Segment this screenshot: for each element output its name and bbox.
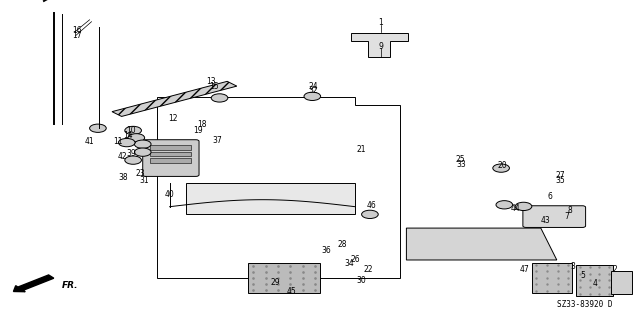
Text: 28: 28: [338, 240, 347, 249]
Text: 16: 16: [72, 26, 82, 35]
Text: 33: 33: [456, 160, 466, 169]
Polygon shape: [351, 33, 408, 57]
Text: 39: 39: [126, 149, 136, 158]
Text: 18: 18: [197, 120, 206, 129]
Text: 46: 46: [366, 201, 376, 210]
Polygon shape: [611, 271, 632, 294]
Text: 5: 5: [580, 271, 585, 280]
Bar: [532, 263, 572, 293]
Text: 30: 30: [356, 276, 367, 285]
Text: 40: 40: [164, 190, 175, 199]
Text: 44: 44: [510, 204, 520, 213]
Bar: [576, 265, 613, 296]
FancyBboxPatch shape: [523, 206, 586, 227]
Bar: [248, 263, 320, 293]
Text: 25: 25: [456, 155, 466, 164]
Polygon shape: [112, 81, 237, 116]
Text: 9: 9: [378, 42, 383, 51]
Text: 13: 13: [206, 77, 216, 86]
Text: 35: 35: [555, 176, 565, 185]
Text: 11: 11: [114, 137, 123, 146]
FancyArrow shape: [13, 275, 54, 292]
Text: FR.: FR.: [62, 281, 79, 290]
Text: 7: 7: [564, 212, 569, 221]
Circle shape: [362, 210, 378, 219]
Circle shape: [515, 202, 532, 211]
Circle shape: [125, 156, 141, 164]
Text: 38: 38: [118, 173, 129, 182]
Text: 4: 4: [593, 279, 598, 288]
Circle shape: [128, 134, 145, 142]
Text: 10: 10: [126, 126, 136, 135]
Bar: [150, 145, 191, 150]
Text: 32: 32: [308, 86, 319, 95]
Text: 37: 37: [212, 136, 223, 145]
Circle shape: [496, 201, 513, 209]
Text: 22: 22: [364, 265, 372, 274]
Circle shape: [304, 92, 321, 100]
Text: 45: 45: [286, 287, 296, 296]
Text: 8: 8: [567, 206, 572, 215]
Text: 36: 36: [321, 246, 332, 255]
Bar: [150, 158, 191, 163]
Text: 41: 41: [84, 137, 95, 146]
Text: 20: 20: [497, 161, 508, 170]
Text: 23: 23: [136, 169, 146, 178]
Text: 12: 12: [168, 114, 177, 122]
Text: 29: 29: [270, 278, 280, 287]
Text: 43: 43: [541, 216, 551, 225]
Text: 2: 2: [612, 265, 617, 274]
Bar: [150, 152, 191, 156]
Circle shape: [134, 148, 151, 156]
Text: 14: 14: [123, 131, 133, 140]
Polygon shape: [186, 183, 355, 214]
Circle shape: [118, 138, 135, 147]
Text: 3: 3: [570, 262, 575, 271]
Circle shape: [90, 124, 106, 132]
Text: 21: 21: [357, 145, 366, 154]
Polygon shape: [406, 228, 557, 260]
Text: 15: 15: [209, 82, 220, 91]
Text: 26: 26: [350, 256, 360, 264]
Text: 17: 17: [72, 31, 82, 40]
Circle shape: [125, 126, 141, 135]
Text: 31: 31: [139, 176, 149, 185]
Text: 42: 42: [118, 152, 128, 161]
Text: 27: 27: [555, 171, 565, 180]
Circle shape: [134, 140, 151, 148]
Text: 34: 34: [344, 259, 354, 268]
Text: 1: 1: [378, 18, 383, 27]
Text: 6: 6: [548, 192, 553, 201]
Text: SZ33-83920 D: SZ33-83920 D: [557, 300, 612, 309]
Circle shape: [493, 164, 509, 172]
Text: 47: 47: [520, 265, 530, 274]
Text: 19: 19: [193, 126, 204, 135]
Text: 24: 24: [308, 82, 319, 91]
Circle shape: [211, 94, 228, 102]
FancyBboxPatch shape: [143, 140, 199, 176]
